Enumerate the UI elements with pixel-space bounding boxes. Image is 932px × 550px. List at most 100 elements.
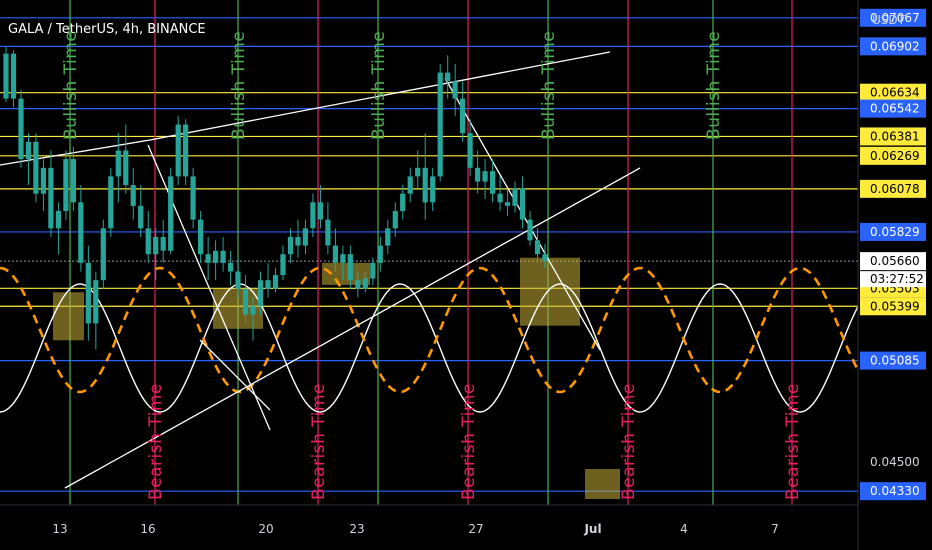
candle-body-64 bbox=[482, 171, 488, 182]
candle-body-56 bbox=[422, 167, 428, 203]
price-tag-bg-4 bbox=[860, 127, 926, 146]
candle-body-54 bbox=[407, 176, 413, 194]
candle-body-12 bbox=[93, 280, 99, 324]
candle-body-24 bbox=[183, 124, 189, 177]
price-tick-label-0: 0.07067 bbox=[870, 11, 920, 25]
price-tick-label-1: 0.06902 bbox=[870, 39, 920, 53]
bullish-time-label-2: Bullish Time bbox=[369, 31, 389, 140]
cycle-wave bbox=[0, 283, 859, 413]
candle-body-71 bbox=[534, 240, 541, 255]
candle-body-37 bbox=[280, 254, 286, 275]
bearish-time-label-4: Bearish Time bbox=[783, 383, 803, 500]
date-tick-label-1: 16 bbox=[140, 522, 155, 536]
date-tick-label-4: 27 bbox=[468, 522, 483, 536]
candle-body-63 bbox=[475, 167, 481, 182]
candle-body-58 bbox=[437, 72, 443, 177]
trend-line-0 bbox=[0, 139, 151, 166]
price-tag-bg-13 bbox=[860, 482, 926, 501]
candle-body-27 bbox=[205, 254, 211, 263]
trend-line-1 bbox=[149, 51, 611, 141]
candle-body-3 bbox=[25, 141, 31, 160]
zone-box-4 bbox=[585, 469, 620, 499]
candle-body-38 bbox=[287, 236, 294, 255]
bearish-time-label-3: Bearish Time bbox=[619, 383, 639, 500]
candle-body-50 bbox=[377, 245, 383, 263]
candle-body-46 bbox=[347, 254, 353, 281]
candle-body-15 bbox=[115, 150, 121, 177]
candle-body-18 bbox=[138, 205, 144, 229]
candle-body-55 bbox=[415, 167, 421, 177]
countdown-label: 03:27:52 bbox=[870, 272, 924, 286]
candle-body-53 bbox=[400, 193, 406, 211]
candle-body-40 bbox=[302, 228, 308, 246]
candle-body-4 bbox=[33, 141, 39, 194]
price-tag-bg-5 bbox=[860, 146, 926, 165]
candle-body-14 bbox=[108, 176, 114, 229]
candle-body-69 bbox=[519, 188, 526, 220]
candle-body-44 bbox=[332, 245, 338, 263]
candle-body-17 bbox=[130, 185, 136, 206]
candle-body-20 bbox=[153, 236, 159, 255]
candle-body-34 bbox=[257, 280, 264, 307]
bearish-time-label-1: Bearish Time bbox=[309, 383, 329, 500]
bullish-time-label-4: Bullish Time bbox=[704, 31, 724, 140]
candle-body-42 bbox=[317, 202, 323, 220]
candle-body-26 bbox=[198, 219, 204, 255]
candle-body-7 bbox=[55, 211, 61, 229]
candle-body-47 bbox=[355, 280, 361, 289]
candle-body-33 bbox=[250, 306, 256, 315]
price-tag-bg-10 bbox=[860, 297, 926, 316]
candle-body-30 bbox=[228, 262, 234, 272]
price-tick-label-8: 0.05660 bbox=[870, 254, 920, 268]
candle-body-66 bbox=[497, 193, 503, 203]
candle-body-28 bbox=[213, 250, 219, 263]
candle-body-21 bbox=[160, 236, 166, 251]
orange-dashed-wave bbox=[0, 266, 860, 394]
candle-body-48 bbox=[362, 278, 368, 289]
candle-body-29 bbox=[220, 250, 226, 263]
candle-body-45 bbox=[340, 254, 346, 263]
date-tick-label-5: Jul bbox=[583, 522, 601, 536]
zone-box-0 bbox=[53, 292, 84, 341]
candle-body-59 bbox=[445, 72, 451, 82]
candle-body-13 bbox=[100, 228, 106, 281]
candle-body-68 bbox=[512, 188, 518, 206]
candle-body-39 bbox=[295, 236, 301, 246]
candle-body-25 bbox=[190, 176, 196, 220]
candle-body-31 bbox=[235, 271, 241, 289]
price-tick-label-3: 0.06542 bbox=[870, 102, 920, 116]
candle-body-23 bbox=[175, 124, 181, 177]
trend-line-5 bbox=[199, 339, 271, 411]
price-tag-bg-1 bbox=[860, 37, 926, 56]
bullish-time-label-0: Bullish Time bbox=[61, 31, 81, 140]
date-tick-label-0: 13 bbox=[52, 522, 67, 536]
candle-body-5 bbox=[40, 167, 46, 194]
candle-body-16 bbox=[123, 150, 129, 186]
candle-body-65 bbox=[490, 171, 496, 194]
countdown-bg bbox=[860, 271, 926, 288]
date-tick-label-6: 4 bbox=[680, 522, 688, 536]
bearish-time-label-0: Bearish Time bbox=[146, 383, 166, 500]
symbol-title: GALA / TetherUS, 4h, BINANCE bbox=[8, 22, 206, 37]
candle-body-1 bbox=[10, 53, 17, 99]
bullish-time-label-3: Bullish Time bbox=[539, 31, 559, 140]
candle-body-52 bbox=[392, 211, 398, 229]
price-tick-label-12: 0.04500 bbox=[870, 455, 920, 469]
candle-body-51 bbox=[385, 228, 391, 246]
price-tag-bg-11 bbox=[860, 351, 926, 370]
candle-body-61 bbox=[460, 98, 466, 134]
currency-label: USDT bbox=[872, 13, 906, 27]
price-tick-label-13: 0.04330 bbox=[870, 484, 920, 498]
price-tick-label-4: 0.06381 bbox=[870, 129, 920, 143]
price-tag-bg-2 bbox=[860, 83, 926, 102]
zone-box-3 bbox=[520, 257, 580, 326]
candle-body-2 bbox=[18, 98, 24, 160]
price-tick-label-6: 0.06078 bbox=[870, 182, 920, 196]
candle-body-10 bbox=[78, 202, 84, 263]
price-tick-label-10: 0.05399 bbox=[870, 299, 920, 313]
price-tick-label-7: 0.05829 bbox=[870, 225, 920, 239]
candle-body-8 bbox=[63, 159, 69, 211]
price-tag-bg-3 bbox=[860, 99, 926, 118]
